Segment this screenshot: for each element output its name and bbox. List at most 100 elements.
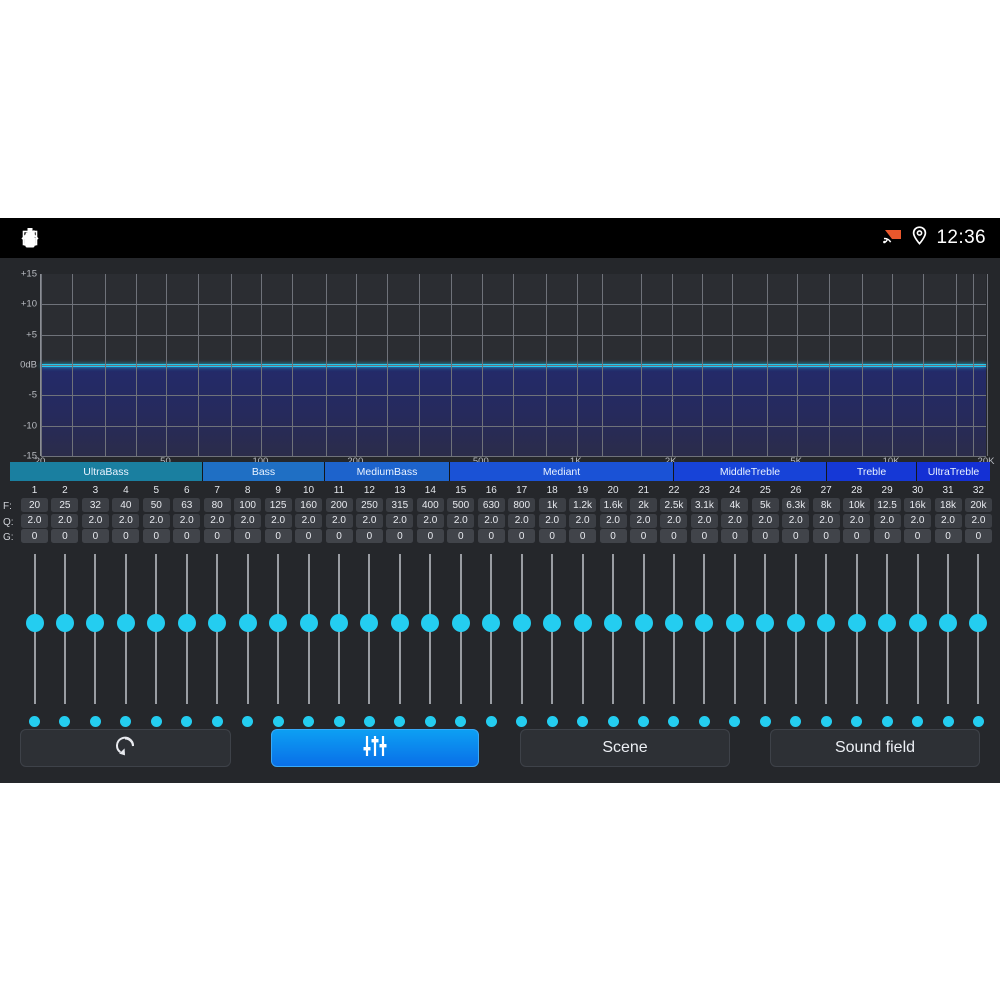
frequency-cell[interactable]: 40 [112, 498, 140, 512]
band-indicator-dot[interactable] [303, 716, 315, 727]
slider-knob[interactable] [756, 614, 775, 632]
frequency-cell[interactable]: 50 [142, 498, 170, 512]
band-indicator-dot[interactable] [790, 716, 802, 727]
band-indicator-dot[interactable] [729, 716, 741, 727]
q-factor-cell[interactable]: 2.0 [690, 513, 718, 528]
band-column-26[interactable]: 26 6.3k 2.0 0 [782, 483, 810, 545]
slider-knob[interactable] [604, 614, 623, 632]
gain-cell[interactable]: 0 [264, 529, 292, 543]
band-column-20[interactable]: 20 1.6k 2.0 0 [599, 483, 627, 545]
band-indicator-dot[interactable] [272, 716, 284, 727]
q-factor-cell[interactable]: 2.0 [51, 513, 79, 528]
band-slider-7[interactable] [204, 546, 231, 727]
band-column-16[interactable]: 16 630 2.0 0 [477, 483, 505, 545]
band-indicator-dot[interactable] [485, 716, 497, 727]
q-factor-cell[interactable]: 2.0 [751, 513, 779, 528]
frequency-cell[interactable]: 630 [477, 498, 505, 512]
band-indicator-dot[interactable] [942, 716, 954, 727]
frequency-cell[interactable]: 200 [325, 498, 353, 512]
band-indicator-dot[interactable] [577, 716, 589, 727]
band-group-tabs[interactable]: UltraBass Bass MediumBass Mediant MiddleTreb… [10, 462, 990, 481]
band-slider-28[interactable] [843, 546, 870, 727]
frequency-cell[interactable]: 2.5k [660, 498, 688, 512]
band-column-8[interactable]: 8 100 2.0 0 [234, 483, 262, 545]
frequency-cell[interactable]: 10k [843, 498, 871, 512]
gain-cell[interactable]: 0 [112, 529, 140, 543]
frequency-cell[interactable]: 8k [812, 498, 840, 512]
band-column-19[interactable]: 19 1.2k 2.0 0 [569, 483, 597, 545]
band-indicator-dot[interactable] [211, 716, 223, 727]
frequency-cell[interactable]: 400 [416, 498, 444, 512]
frequency-cell[interactable]: 20k [964, 498, 992, 512]
band-indicator-dot[interactable] [242, 716, 254, 727]
band-indicator-dot[interactable] [394, 716, 406, 727]
band-column-11[interactable]: 11 200 2.0 0 [325, 483, 353, 545]
gain-cell[interactable]: 0 [964, 529, 992, 543]
band-column-30[interactable]: 30 16k 2.0 0 [904, 483, 932, 545]
gain-cell[interactable]: 0 [508, 529, 536, 543]
slider-knob[interactable] [116, 614, 135, 632]
q-factor-cell[interactable]: 2.0 [812, 513, 840, 528]
band-column-13[interactable]: 13 315 2.0 0 [386, 483, 414, 545]
eq-response-graph[interactable]: +15 +10 +5 0dB -5 -10 -15 20 50 100 200 500 1K 2K 5K 1… [0, 258, 1000, 473]
slider-knob[interactable] [847, 614, 866, 632]
q-factor-cell[interactable]: 2.0 [295, 513, 323, 528]
q-factor-cell[interactable]: 2.0 [355, 513, 383, 528]
band-slider-27[interactable] [813, 546, 840, 727]
gain-cell[interactable]: 0 [203, 529, 231, 543]
gain-cell[interactable]: 0 [81, 529, 109, 543]
bottom-button-bar[interactable]: Scene Sound field [0, 726, 1000, 783]
band-column-28[interactable]: 28 10k 2.0 0 [843, 483, 871, 545]
band-tab-bass[interactable]: Bass [203, 462, 325, 481]
band-indicator-dot[interactable] [59, 716, 71, 727]
equalizer-button[interactable] [271, 729, 479, 767]
q-factor-cell[interactable]: 2.0 [81, 513, 109, 528]
sound-field-button[interactable]: Sound field [770, 729, 980, 767]
frequency-cell[interactable]: 315 [386, 498, 414, 512]
band-slider-29[interactable] [874, 546, 901, 727]
band-column-3[interactable]: 3 32 2.0 0 [81, 483, 109, 545]
band-indicator-dot[interactable] [759, 716, 771, 727]
slider-knob[interactable] [543, 614, 562, 632]
slider-knob[interactable] [878, 614, 897, 632]
gain-cell[interactable]: 0 [21, 529, 48, 543]
frequency-cell[interactable]: 500 [447, 498, 475, 512]
q-factor-cell[interactable]: 2.0 [325, 513, 353, 528]
band-slider-24[interactable] [721, 546, 748, 727]
slider-knob[interactable] [390, 614, 409, 632]
q-factor-cell[interactable]: 2.0 [386, 513, 414, 528]
band-slider-30[interactable] [904, 546, 931, 727]
frequency-cell[interactable]: 800 [508, 498, 536, 512]
band-slider-20[interactable] [600, 546, 627, 727]
band-indicator-dot[interactable] [181, 716, 193, 727]
band-column-10[interactable]: 10 160 2.0 0 [295, 483, 323, 545]
band-slider-14[interactable] [417, 546, 444, 727]
usb-icon[interactable] [0, 218, 60, 258]
slider-knob[interactable] [725, 614, 744, 632]
frequency-cell[interactable]: 12.5 [873, 498, 901, 512]
gain-cell[interactable]: 0 [325, 529, 353, 543]
gain-cell[interactable]: 0 [295, 529, 323, 543]
gain-cell[interactable]: 0 [690, 529, 718, 543]
q-factor-cell[interactable]: 2.0 [873, 513, 901, 528]
slider-knob[interactable] [360, 614, 379, 632]
band-column-25[interactable]: 25 5k 2.0 0 [751, 483, 779, 545]
frequency-cell[interactable]: 20 [21, 498, 48, 512]
frequency-cell[interactable]: 63 [173, 498, 201, 512]
frequency-cell[interactable]: 2k [630, 498, 657, 512]
band-column-9[interactable]: 9 125 2.0 0 [264, 483, 292, 545]
band-slider-21[interactable] [630, 546, 657, 727]
reset-loop-button[interactable] [20, 729, 231, 767]
band-column-4[interactable]: 4 40 2.0 0 [112, 483, 140, 545]
band-slider-19[interactable] [569, 546, 596, 727]
band-slider-11[interactable] [326, 546, 353, 727]
q-factor-cell[interactable]: 2.0 [447, 513, 475, 528]
slider-knob[interactable] [330, 614, 348, 632]
gain-cell[interactable]: 0 [660, 529, 688, 543]
band-slider-1[interactable] [21, 546, 48, 727]
q-factor-cell[interactable]: 2.0 [416, 513, 444, 528]
q-factor-cell[interactable]: 2.0 [964, 513, 992, 528]
band-indicator-dot[interactable] [150, 716, 162, 727]
band-indicator-dot[interactable] [638, 716, 649, 727]
band-slider-26[interactable] [782, 546, 809, 727]
